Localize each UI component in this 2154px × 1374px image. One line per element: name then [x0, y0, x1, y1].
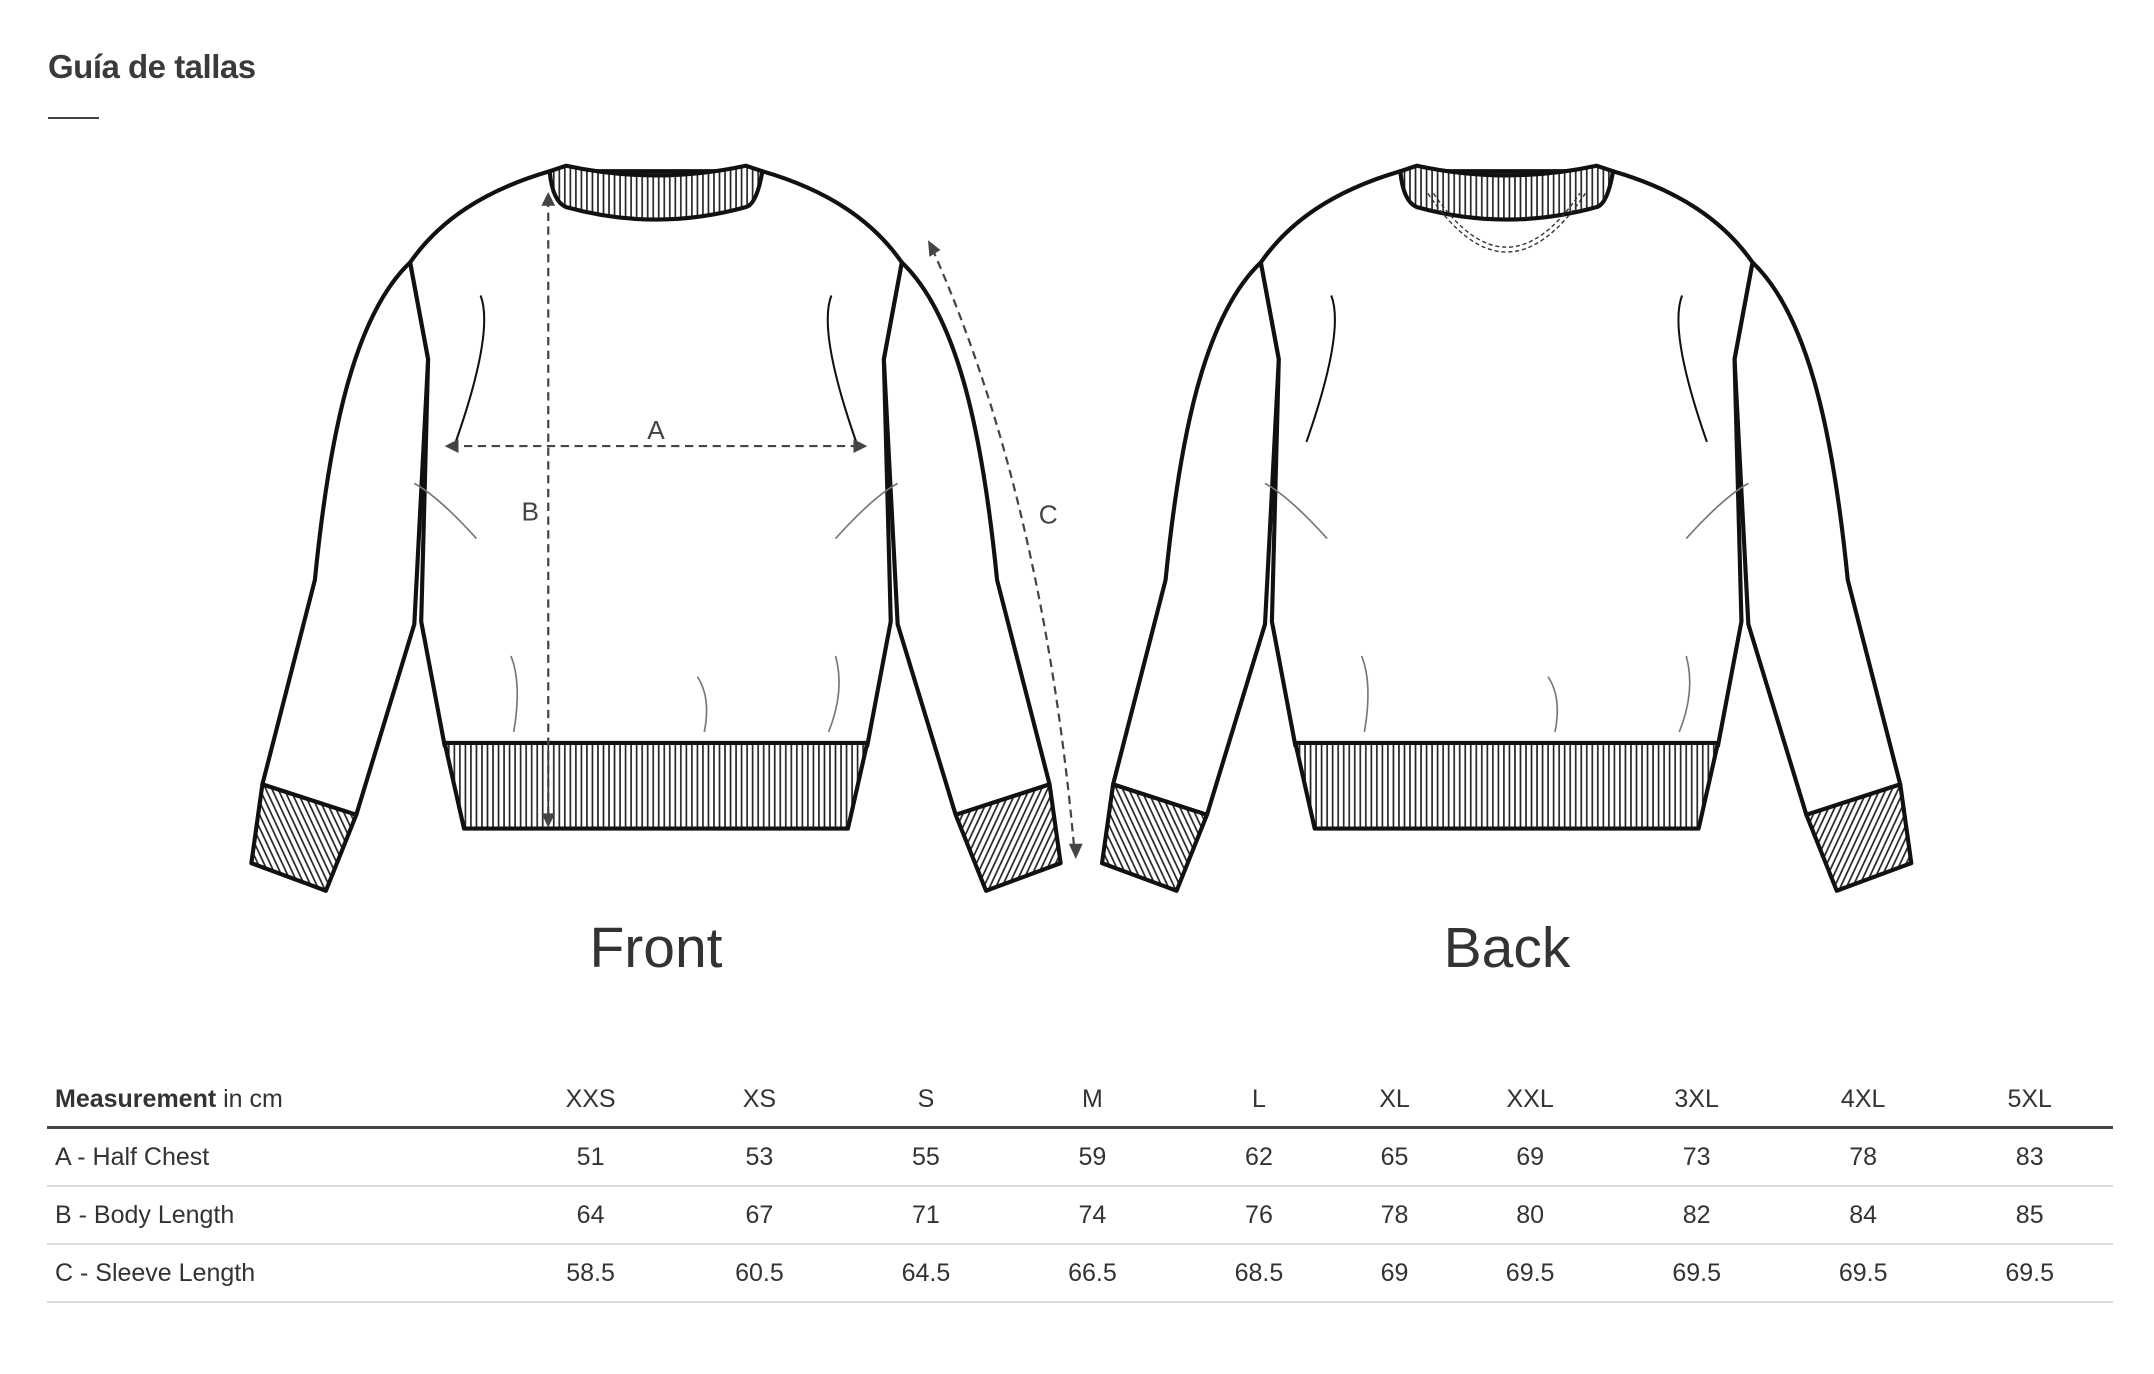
row-label: B - Body Length	[47, 1186, 505, 1245]
size-header: XXS	[505, 1072, 677, 1129]
measurement-header: Measurement in cm	[47, 1072, 505, 1129]
marker-c: C	[1039, 499, 1058, 529]
size-header: XXL	[1446, 1072, 1614, 1129]
table-row: B - Body Length 64 67 71 74 76 78 80 82 84 85	[47, 1186, 2113, 1245]
table-cell: 73	[1613, 1127, 1780, 1187]
table-cell: 82	[1613, 1186, 1780, 1245]
size-header: 5XL	[1946, 1072, 2113, 1129]
size-header: XS	[676, 1072, 843, 1129]
size-header: M	[1009, 1072, 1176, 1129]
table-cell: 69.5	[1446, 1244, 1614, 1303]
table-cell: 53	[676, 1127, 843, 1187]
table-cell: 69	[1446, 1127, 1614, 1187]
table-cell: 84	[1779, 1186, 1947, 1245]
front-sweatshirt-drawing	[251, 166, 1060, 891]
arrowhead-icon	[541, 813, 556, 828]
back-label: Back	[1443, 916, 1571, 980]
row-label: C - Sleeve Length	[47, 1244, 505, 1303]
table-cell: 68.5	[1175, 1244, 1343, 1303]
table-row: C - Sleeve Length 58.5 60.5 64.5 66.5 68.5 69 6…	[47, 1244, 2113, 1303]
size-table: Measurement in cm XXS XS S M L XL XXL 3X…	[47, 1072, 2113, 1303]
marker-a: A	[647, 415, 665, 445]
arrowhead-icon	[541, 191, 556, 206]
table-cell: 64	[505, 1186, 677, 1245]
table-cell: 51	[505, 1127, 677, 1187]
table-cell: 76	[1175, 1186, 1343, 1245]
table-cell: 59	[1009, 1127, 1176, 1187]
size-header: S	[842, 1072, 1010, 1129]
table-cell: 58.5	[505, 1244, 677, 1303]
table-cell: 65	[1342, 1127, 1447, 1187]
arrowhead-icon	[1068, 843, 1083, 859]
arrowhead-icon	[928, 240, 941, 257]
arrowhead-icon	[853, 439, 868, 453]
size-header: 4XL	[1779, 1072, 1947, 1129]
table-cell: 69.5	[1613, 1244, 1780, 1303]
table-cell: 55	[842, 1127, 1010, 1187]
back-sweatshirt-drawing	[1102, 166, 1911, 891]
front-label: Front	[589, 916, 723, 980]
unit-label: in cm	[223, 1084, 283, 1113]
table-cell: 83	[1946, 1127, 2113, 1187]
table-cell: 74	[1009, 1186, 1176, 1245]
table-cell: 66.5	[1009, 1244, 1176, 1303]
table-cell: 64.5	[842, 1244, 1010, 1303]
table-cell: 69	[1342, 1244, 1447, 1303]
table-row: A - Half Chest 51 53 55 59 62 65 69 73 78 83	[47, 1127, 2113, 1187]
row-label: A - Half Chest	[47, 1127, 505, 1187]
table-cell: 62	[1175, 1127, 1343, 1187]
table-header-row: Measurement in cm XXS XS S M L XL XXL 3X…	[47, 1072, 2113, 1129]
table-cell: 60.5	[676, 1244, 843, 1303]
arrowhead-icon	[444, 439, 459, 453]
table-cell: 67	[676, 1186, 843, 1245]
marker-b: B	[522, 497, 540, 527]
table-cell: 69.5	[1779, 1244, 1947, 1303]
size-header: L	[1175, 1072, 1343, 1129]
table-cell: 71	[842, 1186, 1010, 1245]
title-underline	[48, 117, 99, 119]
table-cell: 69.5	[1946, 1244, 2113, 1303]
measurement-label: Measurement	[55, 1084, 217, 1113]
page-title: Guía de tallas	[48, 48, 256, 85]
table-cell: 85	[1946, 1186, 2113, 1245]
size-header: XL	[1342, 1072, 1447, 1129]
table-cell: 78	[1342, 1186, 1447, 1245]
table-cell: 78	[1779, 1127, 1947, 1187]
size-header: 3XL	[1613, 1072, 1780, 1129]
table-cell: 80	[1446, 1186, 1614, 1245]
